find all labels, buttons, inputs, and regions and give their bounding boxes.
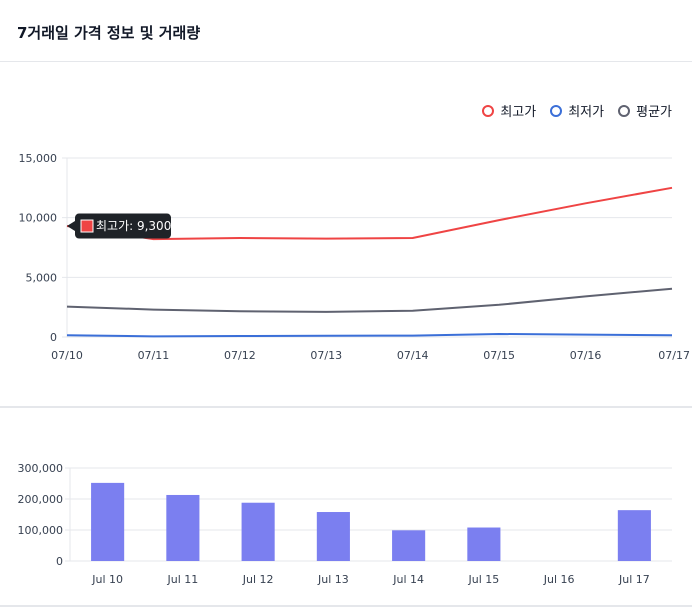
bar-y-tick-label: 0 [56,555,63,568]
line-x-tick-label: 07/17 [658,349,690,362]
legend-item[interactable]: 평균가 [618,101,672,120]
series-line-평균가 [66,287,673,313]
legend-marker [618,104,631,117]
legend-label: 평균가 [636,105,672,120]
volume-bar [166,494,200,561]
line-chart-legend: 최고가 최저가 평균가 [482,101,672,120]
volume-bar [392,530,426,561]
tooltip-pointer [67,221,75,232]
line-x-tick-label: 07/12 [224,349,256,362]
line-y-tick-label: 10,000 [19,212,58,225]
tooltip-box [75,213,171,239]
page-title: 7거래일 가격 정보 및 거래량 [17,24,201,42]
line-x-tick-label: 07/16 [570,349,602,362]
chart-divider [0,406,692,408]
line-x-tick-label: 07/10 [51,349,83,362]
bar-x-tick-label: Jul 13 [317,573,349,586]
volume-bar [91,482,125,561]
volume-bar [617,510,651,561]
line-x-tick-label: 07/15 [483,349,515,362]
bar-y-tick-label: 100,000 [18,524,64,537]
bar-y-tick-label: 200,000 [18,493,64,506]
bar-x-tick-label: Jul 10 [91,573,123,586]
line-x-tick-label: 07/11 [138,349,170,362]
legend-marker [550,104,563,117]
bar-y-tick-label: 300,000 [18,462,64,475]
series-line-최고가 [66,186,673,241]
panel-header: 7거래일 가격 정보 및 거래량 [0,0,692,62]
line-y-tick-label: 5,000 [26,271,58,284]
bar-x-tick-label: Jul 14 [392,573,424,586]
bar-x-tick-label: Jul 11 [166,573,198,586]
tooltip-label: 최고가: 9,300 [96,219,171,233]
legend-item[interactable]: 최저가 [550,101,604,120]
bar-x-tick-label: Jul 12 [242,573,274,586]
line-x-tick-label: 07/14 [397,349,429,362]
series-line-최저가 [66,332,673,338]
volume-bar [467,527,501,561]
line-x-tick-label: 07/13 [310,349,342,362]
line-y-tick-label: 15,000 [19,152,58,165]
legend-label: 최저가 [568,105,605,120]
tooltip-color-swatch [80,219,94,233]
bar-x-tick-label: Jul 15 [467,573,499,586]
volume-bar [316,512,350,561]
legend-marker [482,104,495,117]
legend-label: 최고가 [500,105,537,120]
line-y-tick-label: 0 [50,331,57,344]
bottom-divider [0,605,692,607]
bar-x-tick-label: Jul 16 [543,573,575,586]
legend-item[interactable]: 최고가 [482,101,536,120]
bar-x-tick-label: Jul 17 [618,573,650,586]
volume-bar [241,502,275,561]
